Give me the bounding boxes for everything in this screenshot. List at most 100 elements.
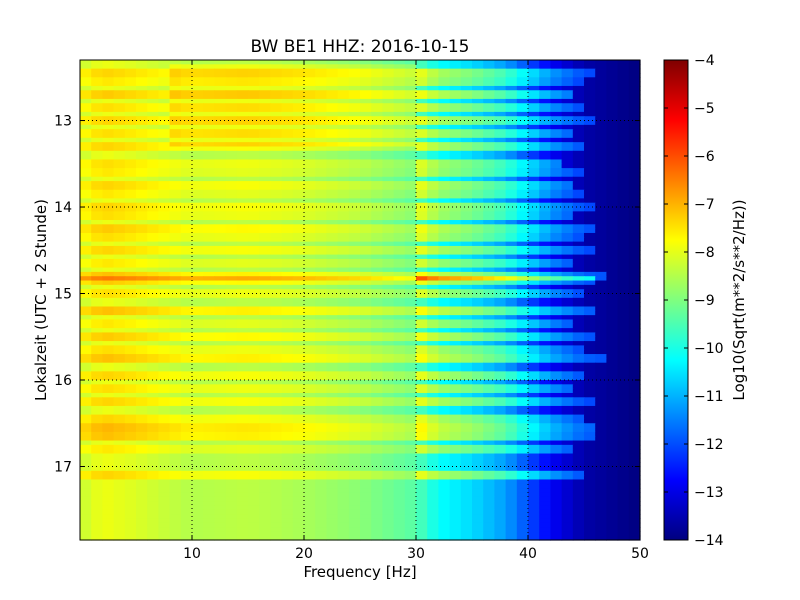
heatmap-cell: [516, 198, 529, 204]
heatmap-cell: [337, 302, 350, 308]
heatmap-cell: [214, 384, 227, 390]
heatmap-cell: [561, 94, 574, 100]
heatmap-cell: [584, 258, 596, 264]
heatmap-cell: [348, 397, 361, 403]
heatmap-cell: [113, 440, 126, 446]
heatmap-cell: [248, 168, 260, 174]
heatmap-cell: [427, 341, 439, 347]
heatmap-cell: [326, 349, 339, 355]
heatmap-cell: [147, 94, 159, 100]
heatmap-cell: [147, 172, 159, 178]
heatmap-cell: [505, 124, 518, 130]
heatmap-cell: [225, 289, 238, 295]
heatmap-cell: [460, 392, 473, 398]
heatmap-cell: [572, 388, 585, 394]
heatmap-cell: [180, 457, 193, 463]
heatmap-cell: [404, 371, 417, 377]
heatmap-cell: [315, 181, 327, 187]
heatmap-cell: [147, 436, 159, 442]
heatmap-cell: [382, 98, 395, 104]
heatmap-cell: [516, 418, 529, 424]
heatmap-cell: [584, 68, 596, 74]
heatmap-cell: [158, 284, 171, 290]
heatmap-cell: [550, 64, 563, 70]
heatmap-cell: [494, 85, 507, 91]
heatmap-cell: [348, 293, 361, 299]
heatmap-cell: [326, 228, 339, 234]
heatmap-cell: [259, 440, 271, 446]
heatmap-cell: [404, 440, 417, 446]
heatmap-cell: [192, 241, 204, 247]
heatmap-cell: [505, 129, 518, 135]
heatmap-cell: [203, 107, 215, 113]
heatmap-cell: [393, 98, 406, 104]
heatmap-cell: [460, 94, 473, 100]
heatmap-cell: [483, 284, 495, 290]
heatmap-cell: [494, 94, 507, 100]
heatmap-cell: [136, 155, 148, 161]
heatmap-cell: [214, 98, 227, 104]
heatmap-cell: [80, 384, 92, 390]
heatmap-cell: [192, 211, 204, 217]
heatmap-cell: [561, 185, 574, 191]
heatmap-cell: [595, 401, 607, 407]
heatmap-cell: [572, 315, 585, 321]
heatmap-cell: [203, 133, 215, 139]
heatmap-cell: [561, 267, 574, 273]
heatmap-cell: [584, 367, 596, 372]
heatmap-cell: [483, 72, 495, 78]
heatmap-cell: [225, 176, 238, 182]
heatmap-cell: [80, 241, 92, 247]
heatmap-cell: [225, 323, 238, 329]
heatmap-cell: [494, 462, 507, 468]
heatmap-cell: [460, 142, 473, 148]
heatmap-cell: [438, 367, 451, 372]
heatmap-cell: [259, 354, 271, 359]
heatmap-cell: [102, 401, 115, 407]
heatmap-cell: [91, 185, 103, 191]
heatmap-cell: [214, 431, 227, 437]
heatmap-cell: [158, 94, 171, 100]
heatmap-cell: [371, 310, 383, 316]
heatmap-cell: [80, 198, 92, 204]
heatmap-cell: [505, 483, 518, 489]
heatmap-cell: [281, 302, 294, 308]
heatmap-cell: [449, 68, 462, 74]
heatmap-cell: [281, 380, 294, 385]
heatmap-cell: [550, 310, 563, 316]
heatmap-cell: [617, 453, 630, 459]
heatmap-cell: [326, 462, 339, 468]
heatmap-cell: [382, 232, 395, 238]
heatmap-cell: [147, 142, 159, 148]
heatmap-cell: [505, 81, 518, 87]
heatmap-cell: [550, 111, 563, 117]
heatmap-cell: [416, 258, 428, 264]
heatmap-cell: [225, 168, 238, 174]
heatmap-cell: [326, 418, 339, 424]
heatmap-cell: [505, 90, 518, 96]
heatmap-cell: [393, 220, 406, 225]
heatmap-cell: [561, 405, 574, 411]
heatmap-cell: [304, 72, 316, 78]
heatmap-cell: [449, 358, 462, 364]
heatmap-cell: [304, 220, 316, 225]
heatmap-cell: [628, 401, 641, 407]
heatmap-cell: [158, 332, 171, 338]
heatmap-cell: [494, 120, 507, 126]
heatmap-cell: [393, 254, 406, 260]
heatmap-cell: [270, 462, 283, 468]
heatmap-cell: [80, 276, 92, 282]
heatmap-cell: [147, 116, 159, 122]
heatmap-cell: [505, 323, 518, 329]
heatmap-cell: [236, 267, 249, 273]
heatmap-cell: [539, 349, 551, 355]
heatmap-cell: [416, 341, 428, 347]
heatmap-cell: [606, 85, 619, 91]
heatmap-cell: [572, 436, 585, 442]
heatmap-cell: [180, 168, 193, 174]
heatmap-cell: [382, 103, 395, 109]
heatmap-cell: [91, 189, 103, 195]
heatmap-cell: [337, 280, 350, 286]
heatmap-cell: [539, 345, 551, 351]
heatmap-cell: [494, 488, 507, 494]
